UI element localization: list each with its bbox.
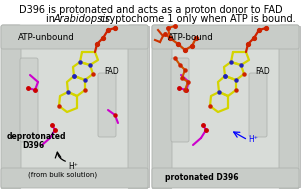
FancyBboxPatch shape: [152, 25, 299, 49]
FancyBboxPatch shape: [152, 168, 299, 188]
Text: in: in: [46, 15, 58, 25]
Text: ATP-bound: ATP-bound: [168, 33, 214, 42]
FancyBboxPatch shape: [128, 25, 148, 189]
Text: H⁺: H⁺: [68, 162, 78, 171]
Text: ATP-unbound: ATP-unbound: [18, 33, 75, 42]
Text: Arabidopsis: Arabidopsis: [54, 15, 111, 25]
Text: (from bulk solution): (from bulk solution): [28, 172, 97, 178]
FancyBboxPatch shape: [1, 25, 148, 49]
FancyBboxPatch shape: [1, 25, 21, 189]
Text: FAD: FAD: [255, 67, 270, 77]
FancyBboxPatch shape: [171, 58, 189, 142]
Text: D396 is protonated and acts as a proton donor to FAD: D396 is protonated and acts as a proton …: [19, 5, 283, 15]
FancyBboxPatch shape: [279, 25, 299, 189]
Text: deprotonated: deprotonated: [7, 132, 66, 141]
FancyBboxPatch shape: [1, 168, 148, 188]
FancyBboxPatch shape: [152, 25, 172, 189]
Bar: [2, 26, 149, 187]
Text: D396: D396: [22, 141, 44, 150]
Text: cryptochome 1 only when ATP is bound.: cryptochome 1 only when ATP is bound.: [97, 15, 296, 25]
Text: protonated D396: protonated D396: [165, 173, 239, 182]
FancyBboxPatch shape: [20, 58, 38, 142]
FancyBboxPatch shape: [249, 73, 267, 137]
Bar: [153, 26, 300, 187]
FancyBboxPatch shape: [98, 73, 116, 137]
Text: FAD: FAD: [104, 67, 119, 77]
Text: H⁺: H⁺: [248, 135, 258, 144]
